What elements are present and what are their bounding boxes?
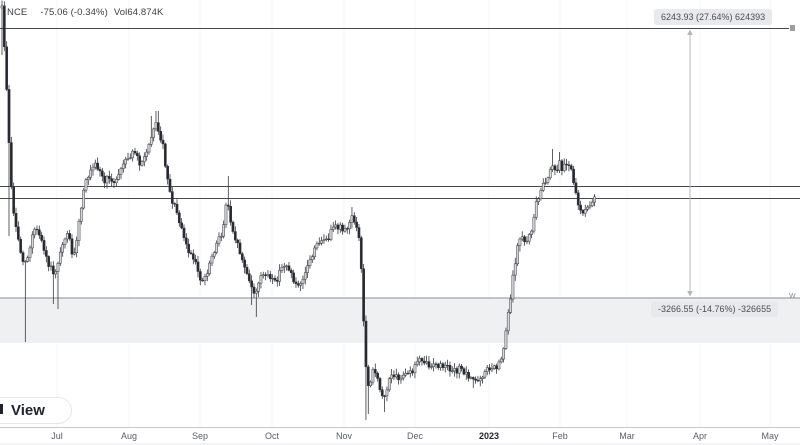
stop-price-label[interactable]: -3266.55 (-14.76%) -326655 bbox=[651, 301, 779, 317]
time-axis-label: Aug bbox=[120, 431, 138, 441]
time-axis-label: Jul bbox=[51, 431, 63, 441]
time-axis-label: May bbox=[761, 431, 779, 441]
ticker-symbol-fragment: NCE bbox=[7, 7, 28, 18]
right-edge-text-fragment: W bbox=[789, 293, 796, 300]
time-axis-label: Oct bbox=[264, 431, 280, 441]
ticker-volume: Vol64.874K bbox=[113, 7, 164, 18]
time-axis-label: Apr bbox=[692, 431, 708, 441]
ticker-change: -75.06 (-0.34%) bbox=[40, 7, 108, 18]
time-axis-label: 2023 bbox=[478, 431, 500, 441]
watermark-label: View bbox=[11, 402, 45, 419]
time-axis-label: Mar bbox=[619, 431, 635, 441]
watermark-logo-fragment bbox=[0, 404, 3, 414]
time-axis-label: Sep bbox=[191, 431, 209, 441]
time-axis-label: Dec bbox=[406, 431, 424, 441]
tradingview-watermark[interactable]: View bbox=[0, 397, 72, 424]
target-price-label[interactable]: 6243.93 (27.64%) 624393 bbox=[654, 9, 773, 25]
ticker-legend[interactable]: NCE -75.06 (-0.34%) Vol64.874K bbox=[7, 7, 163, 18]
time-axis-label: Feb bbox=[552, 431, 568, 441]
time-axis-label: Nov bbox=[335, 431, 353, 441]
